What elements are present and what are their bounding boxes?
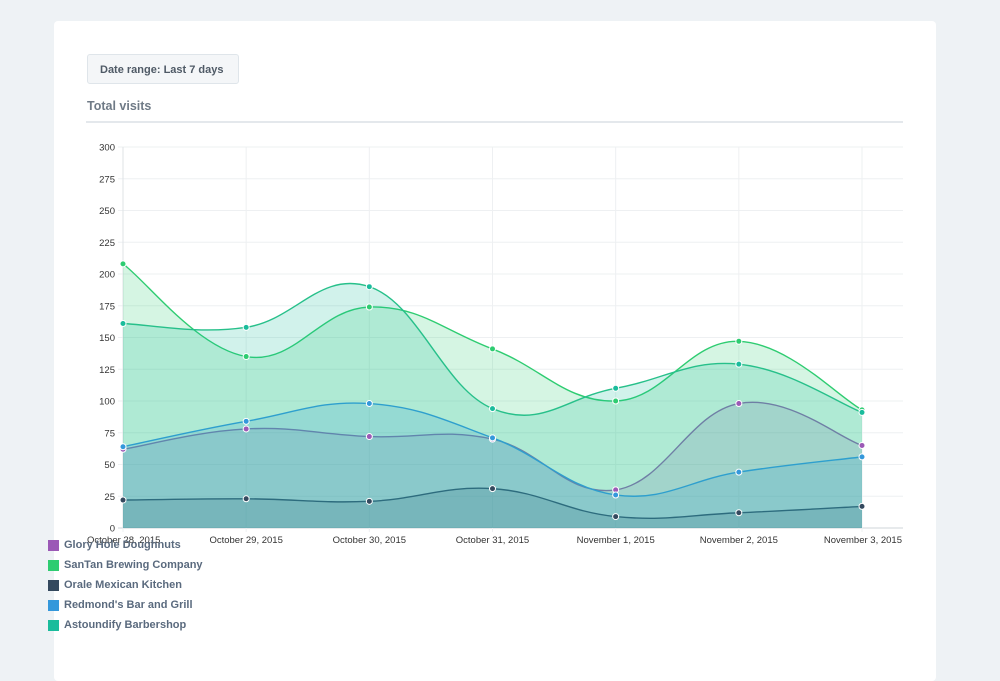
data-point-astoundify-barbershop[interactable]	[365, 283, 373, 291]
data-point-orale-mexican-kitchen[interactable]	[858, 502, 866, 510]
data-point-redmond-s-bar-and-grill[interactable]	[489, 434, 496, 442]
x-tick-label: October 31, 2015	[456, 535, 529, 546]
x-tick-label: November 2, 2015	[700, 535, 778, 546]
y-tick-label: 25	[104, 492, 115, 503]
data-point-astoundify-barbershop[interactable]	[489, 405, 496, 413]
legend-item-astoundify-barbershop[interactable]: Astoundify Barbershop	[48, 615, 203, 635]
data-point-orale-mexican-kitchen[interactable]	[242, 495, 250, 503]
x-tick-label: November 3, 2015	[824, 535, 902, 546]
data-point-redmond-s-bar-and-grill[interactable]	[119, 443, 127, 451]
series-area-orale-mexican-kitchen	[123, 488, 862, 528]
x-tick-label: October 28, 2015	[87, 535, 160, 546]
y-tick-label: 225	[99, 238, 115, 249]
data-point-redmond-s-bar-and-grill[interactable]	[242, 417, 250, 425]
legend-swatch	[48, 599, 59, 611]
series-area-redmond-s-bar-and-grill	[123, 402, 862, 528]
data-point-orale-mexican-kitchen[interactable]	[489, 485, 496, 493]
legend-swatch	[48, 539, 59, 551]
data-point-orale-mexican-kitchen[interactable]	[119, 496, 127, 504]
data-point-astoundify-barbershop[interactable]	[242, 323, 250, 331]
data-point-redmond-s-bar-and-grill[interactable]	[858, 453, 866, 461]
legend-label: SanTan Brewing Company	[64, 559, 203, 571]
x-tick-label: October 29, 2015	[209, 535, 282, 546]
series-area-astoundify-barbershop	[123, 283, 862, 528]
data-point-redmond-s-bar-and-grill[interactable]	[365, 400, 373, 408]
legend-swatch	[48, 619, 59, 631]
data-point-redmond-s-bar-and-grill[interactable]	[735, 468, 743, 476]
y-tick-label: 150	[99, 333, 115, 344]
chart-legend: Glory Hole Doughnuts SanTan Brewing Compa…	[48, 535, 203, 635]
data-point-glory-hole-doughnuts[interactable]	[242, 425, 250, 433]
legend-item-santan-brewing-company[interactable]: SanTan Brewing Company	[48, 555, 203, 575]
x-tick-label: November 1, 2015	[577, 535, 655, 546]
y-tick-label: 250	[99, 206, 115, 217]
legend-label: Astoundify Barbershop	[64, 619, 187, 631]
data-point-glory-hole-doughnuts[interactable]	[365, 433, 373, 441]
legend-label: Orale Mexican Kitchen	[64, 579, 182, 591]
legend-item-redmond-s-bar-and-grill[interactable]: Redmond's Bar and Grill	[48, 595, 203, 615]
section-divider	[86, 121, 903, 123]
series-area-santan-brewing-company	[123, 263, 862, 528]
data-point-santan-brewing-company[interactable]	[735, 337, 743, 345]
y-tick-label: 0	[110, 524, 115, 535]
legend-item-orale-mexican-kitchen[interactable]: Orale Mexican Kitchen	[48, 575, 203, 595]
data-point-santan-brewing-company[interactable]	[365, 303, 373, 311]
y-tick-label: 100	[99, 397, 115, 408]
data-point-orale-mexican-kitchen[interactable]	[612, 513, 620, 521]
data-point-redmond-s-bar-and-grill[interactable]	[612, 491, 620, 499]
date-range-button[interactable]: Date range: Last 7 days	[87, 54, 239, 84]
legend-label: Redmond's Bar and Grill	[64, 599, 193, 611]
y-tick-label: 50	[104, 460, 115, 471]
data-point-glory-hole-doughnuts[interactable]	[858, 441, 866, 449]
data-point-santan-brewing-company[interactable]	[242, 353, 250, 361]
data-point-orale-mexican-kitchen[interactable]	[365, 497, 373, 505]
legend-swatch	[48, 559, 59, 571]
data-point-santan-brewing-company[interactable]	[489, 345, 496, 353]
y-tick-label: 200	[99, 270, 115, 281]
data-point-astoundify-barbershop[interactable]	[612, 384, 620, 392]
data-point-santan-brewing-company[interactable]	[119, 260, 127, 268]
data-point-glory-hole-doughnuts[interactable]	[735, 400, 743, 408]
y-tick-label: 175	[99, 301, 115, 312]
data-point-santan-brewing-company[interactable]	[612, 397, 620, 405]
data-point-orale-mexican-kitchen[interactable]	[735, 509, 743, 517]
y-tick-label: 75	[104, 428, 115, 439]
y-tick-label: 275	[99, 174, 115, 185]
legend-item-glory-hole-doughnuts[interactable]: Glory Hole Doughnuts	[48, 535, 203, 555]
section-title: Total visits	[87, 99, 152, 113]
x-tick-label: October 30, 2015	[333, 535, 406, 546]
y-tick-label: 300	[99, 143, 115, 154]
series-area-glory-hole-doughnuts	[123, 402, 862, 528]
legend-swatch	[48, 579, 59, 591]
legend-label: Glory Hole Doughnuts	[64, 539, 181, 551]
data-point-astoundify-barbershop[interactable]	[119, 320, 127, 328]
data-point-astoundify-barbershop[interactable]	[858, 408, 866, 416]
total-visits-chart: 0 25 50 75 100 125 150 175 200 225 250 275 300 Octobe…	[87, 143, 903, 546]
data-point-astoundify-barbershop[interactable]	[735, 360, 743, 368]
y-tick-label: 125	[99, 365, 115, 376]
